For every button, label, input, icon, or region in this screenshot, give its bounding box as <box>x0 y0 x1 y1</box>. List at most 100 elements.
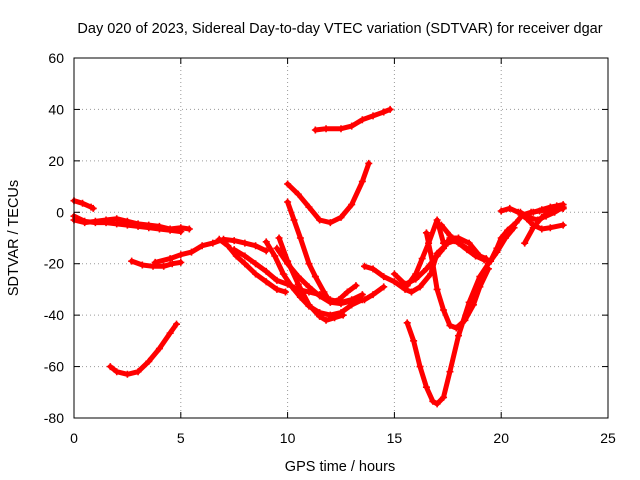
data-series-7 <box>215 235 289 296</box>
plot-frame <box>73 57 609 419</box>
data-point <box>331 314 339 322</box>
data-point <box>326 298 334 306</box>
data-point <box>166 226 174 234</box>
data-point <box>416 363 424 371</box>
data-point <box>209 239 217 247</box>
data-point <box>538 225 546 233</box>
data-point <box>294 280 302 288</box>
data-point <box>149 262 157 270</box>
data-point <box>335 296 343 304</box>
data-point <box>151 258 159 266</box>
data-point <box>465 298 473 306</box>
data-point <box>484 265 492 273</box>
data-point <box>380 273 388 281</box>
data-point <box>504 226 512 234</box>
data-point <box>422 383 430 391</box>
data-point <box>252 242 260 250</box>
data-point <box>296 234 304 242</box>
data-series-13 <box>275 234 347 324</box>
data-point <box>433 400 441 408</box>
chart-title: Day 020 of 2023, Sidereal Day-to-day VTE… <box>77 21 602 37</box>
data-series-4 <box>106 320 181 378</box>
data-point <box>440 393 448 401</box>
data-point <box>352 282 360 290</box>
data-point <box>279 270 287 278</box>
data-point <box>166 329 174 337</box>
y-axis-label: SDTVAR / TECUs <box>6 180 22 296</box>
data-point <box>128 257 136 265</box>
data-point <box>316 312 324 320</box>
data-point <box>422 265 430 273</box>
x-tick-label: 25 <box>600 430 616 446</box>
data-point <box>446 321 454 329</box>
data-point <box>322 125 330 133</box>
data-point <box>305 283 313 291</box>
data-point <box>79 199 87 207</box>
data-point <box>322 316 330 324</box>
data-point <box>546 224 554 232</box>
data-point <box>305 260 313 268</box>
data-point <box>339 311 347 319</box>
axis-ticks: 0 5 10 15 20 25 -80 -60 -40 -20 0 20 40 60 <box>44 50 616 446</box>
data-point <box>360 296 368 304</box>
data-point <box>390 270 398 278</box>
data-point <box>360 262 368 270</box>
data-point <box>369 265 377 273</box>
data-point <box>386 105 394 113</box>
y-tick-label: 0 <box>56 204 64 220</box>
data-point <box>177 258 185 266</box>
data-point <box>290 216 298 224</box>
data-point <box>102 219 110 227</box>
data-point <box>177 251 185 259</box>
data-point <box>160 262 168 270</box>
data-point <box>337 125 345 133</box>
data-point <box>433 285 441 293</box>
data-point <box>348 122 356 130</box>
data-point <box>476 283 484 291</box>
data-series-12 <box>284 159 373 227</box>
data-point <box>348 201 356 209</box>
data-point <box>134 368 142 376</box>
data-point <box>437 221 445 229</box>
data-point <box>316 292 324 300</box>
data-point <box>262 238 270 246</box>
data-point <box>113 368 121 376</box>
data-series-6 <box>151 235 270 266</box>
data-point <box>320 288 328 296</box>
data-point <box>452 324 460 332</box>
data-point <box>134 222 142 230</box>
data-point <box>440 306 448 314</box>
data-point <box>145 357 153 365</box>
data-point <box>521 239 529 247</box>
data-point <box>454 332 462 340</box>
data-series-19 <box>422 229 492 332</box>
data-point <box>465 239 473 247</box>
data-series-5 <box>128 257 185 270</box>
data-point <box>89 204 97 212</box>
data-point <box>429 397 437 405</box>
data-point <box>305 203 313 211</box>
data-point <box>294 190 302 198</box>
data-point <box>166 255 174 263</box>
data-point <box>512 219 520 227</box>
data-point <box>553 202 561 210</box>
data-point <box>173 320 181 328</box>
data-point <box>155 225 163 233</box>
data-point <box>123 221 131 229</box>
data-point <box>275 234 283 242</box>
data-point <box>412 270 420 278</box>
data-point <box>281 288 289 296</box>
data-point <box>224 242 232 250</box>
data-point <box>461 316 469 324</box>
data-point <box>410 337 418 345</box>
data-point <box>316 216 324 224</box>
data-series-14 <box>311 105 394 134</box>
series-trace <box>216 236 288 295</box>
data-point <box>454 239 462 247</box>
data-point <box>311 273 319 281</box>
y-tick-label: -80 <box>44 410 64 426</box>
data-point <box>348 297 356 305</box>
data-point <box>262 247 270 255</box>
data-point <box>480 256 488 264</box>
series-trace <box>423 230 491 331</box>
